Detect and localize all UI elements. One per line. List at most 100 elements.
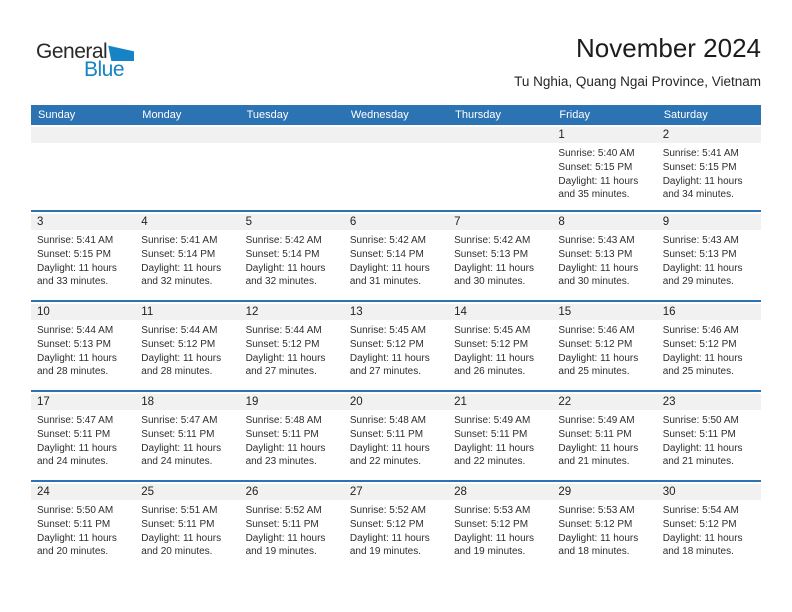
day-number: 7: [448, 214, 553, 230]
day-cell-24: 24 Sunrise: 5:50 AM Sunset: 5:11 PM Dayligh…: [31, 482, 136, 570]
day-cell-empty: [239, 125, 344, 210]
detail-line: and 32 minutes.: [245, 276, 317, 288]
day-details: Sunrise: 5:48 AM Sunset: 5:11 PM Daylight:…: [240, 410, 344, 469]
day-number: 29: [552, 484, 657, 500]
detail-line: Sunset: 5:12 PM: [662, 518, 737, 530]
day-number: 3: [31, 214, 136, 230]
day-number: 1: [552, 127, 657, 143]
detail-line: and 26 minutes.: [454, 366, 526, 378]
detail-line: Daylight: 11 hours: [37, 262, 117, 274]
detail-line: and 19 minutes.: [349, 546, 422, 558]
detail-line: Sunrise: 5:43 AM: [558, 235, 635, 246]
detail-line: Sunset: 5:12 PM: [558, 518, 633, 530]
detail-line: Sunrise: 5:51 AM: [141, 505, 218, 516]
day-number: [135, 127, 240, 143]
day-details: Sunrise: 5:41 AM Sunset: 5:15 PM Daylight:…: [31, 230, 135, 289]
day-number: 11: [135, 304, 240, 320]
day-number: 27: [343, 484, 449, 500]
detail-line: Daylight: 11 hours: [37, 352, 117, 364]
detail-line: and 27 minutes.: [245, 366, 317, 378]
day-cell-17: 17 Sunrise: 5:47 AM Sunset: 5:11 PM Dayligh…: [31, 392, 136, 480]
day-cell-2: 2 Sunrise: 5:41 AM Sunset: 5:15 PM Daylight…: [656, 125, 761, 210]
detail-line: Daylight: 11 hours: [37, 532, 117, 544]
detail-line: and 28 minutes.: [37, 366, 109, 378]
detail-line: Daylight: 11 hours: [454, 442, 534, 454]
day-cell-10: 10 Sunrise: 5:44 AM Sunset: 5:13 PM Dayligh…: [31, 302, 136, 390]
day-number: 26: [239, 484, 344, 500]
day-cell-8: 8 Sunrise: 5:43 AM Sunset: 5:13 PM Daylight…: [552, 212, 657, 300]
day-details: Sunrise: 5:49 AM Sunset: 5:11 PM Daylight:…: [552, 410, 656, 469]
day-number: 22: [552, 394, 657, 410]
detail-line: Daylight: 11 hours: [662, 442, 743, 454]
detail-line: and 18 minutes.: [558, 546, 630, 558]
detail-line: Daylight: 11 hours: [454, 532, 534, 544]
detail-line: Daylight: 11 hours: [558, 262, 639, 274]
week-row: 10 Sunrise: 5:44 AM Sunset: 5:13 PM Dayligh…: [31, 300, 761, 390]
detail-line: Sunrise: 5:45 AM: [349, 325, 426, 336]
general-blue-logo: General Blue: [36, 40, 135, 80]
detail-line: Sunrise: 5:50 AM: [37, 505, 114, 516]
day-details: Sunrise: 5:44 AM Sunset: 5:12 PM Daylight:…: [240, 320, 344, 379]
detail-line: Sunrise: 5:53 AM: [558, 505, 635, 516]
day-number: 4: [135, 214, 240, 230]
day-number: 23: [656, 394, 761, 410]
day-cell-empty: [31, 125, 136, 210]
day-header-sunday: Sunday: [38, 109, 76, 121]
detail-line: Sunset: 5:12 PM: [349, 338, 424, 350]
detail-line: Sunset: 5:12 PM: [662, 338, 737, 350]
detail-line: Sunset: 5:13 PM: [662, 248, 737, 260]
detail-line: Sunset: 5:11 PM: [37, 428, 111, 440]
day-details: Sunrise: 5:41 AM Sunset: 5:15 PM Daylight:…: [657, 143, 761, 202]
detail-line: and 31 minutes.: [349, 276, 422, 288]
detail-line: and 21 minutes.: [558, 456, 630, 468]
detail-line: Daylight: 11 hours: [245, 532, 326, 544]
day-details: Sunrise: 5:47 AM Sunset: 5:11 PM Daylight:…: [135, 410, 239, 469]
day-header-friday: Friday: [559, 109, 590, 121]
detail-line: Daylight: 11 hours: [558, 442, 639, 454]
header-titles: November 2024 Tu Nghia, Quang Ngai Provi…: [514, 33, 761, 89]
detail-line: Sunset: 5:11 PM: [141, 518, 215, 530]
detail-line: Sunset: 5:12 PM: [349, 518, 424, 530]
detail-line: and 19 minutes.: [454, 546, 526, 558]
day-cell-6: 6 Sunrise: 5:42 AM Sunset: 5:14 PM Daylight…: [343, 212, 449, 300]
day-cell-3: 3 Sunrise: 5:41 AM Sunset: 5:15 PM Daylight…: [31, 212, 136, 300]
day-cell-19: 19 Sunrise: 5:48 AM Sunset: 5:11 PM Dayligh…: [239, 392, 344, 480]
day-details: Sunrise: 5:54 AM Sunset: 5:12 PM Daylight:…: [657, 500, 761, 559]
detail-line: Sunset: 5:13 PM: [558, 248, 633, 260]
week-row: 24 Sunrise: 5:50 AM Sunset: 5:11 PM Dayligh…: [31, 480, 761, 570]
detail-line: Sunset: 5:11 PM: [558, 428, 632, 440]
detail-line: Sunrise: 5:48 AM: [349, 415, 426, 426]
day-details: [344, 143, 448, 147]
detail-line: Sunrise: 5:42 AM: [454, 235, 531, 246]
detail-line: Sunrise: 5:49 AM: [454, 415, 531, 426]
day-cell-9: 9 Sunrise: 5:43 AM Sunset: 5:13 PM Daylight…: [656, 212, 761, 300]
detail-line: Sunrise: 5:53 AM: [454, 505, 531, 516]
detail-line: Sunrise: 5:52 AM: [245, 505, 322, 516]
detail-line: Sunrise: 5:41 AM: [662, 148, 739, 159]
detail-line: and 19 minutes.: [245, 546, 317, 558]
logo-text-general: General: [36, 40, 108, 63]
day-cell-13: 13 Sunrise: 5:45 AM Sunset: 5:12 PM Dayligh…: [343, 302, 449, 390]
day-details: Sunrise: 5:41 AM Sunset: 5:14 PM Daylight:…: [135, 230, 239, 289]
day-number: 18: [135, 394, 240, 410]
detail-line: Daylight: 11 hours: [349, 532, 430, 544]
detail-line: Daylight: 11 hours: [141, 532, 222, 544]
detail-line: Sunrise: 5:43 AM: [662, 235, 739, 246]
day-details: Sunrise: 5:42 AM Sunset: 5:14 PM Daylight:…: [344, 230, 448, 289]
detail-line: Sunrise: 5:48 AM: [245, 415, 322, 426]
detail-line: and 24 minutes.: [37, 456, 109, 468]
detail-line: Sunrise: 5:42 AM: [245, 235, 322, 246]
detail-line: Sunrise: 5:47 AM: [37, 415, 114, 426]
day-header-monday: Monday: [142, 109, 182, 121]
detail-line: Sunrise: 5:54 AM: [662, 505, 739, 516]
day-details: Sunrise: 5:51 AM Sunset: 5:11 PM Daylight:…: [135, 500, 239, 559]
day-details: Sunrise: 5:50 AM Sunset: 5:11 PM Daylight:…: [657, 410, 761, 469]
detail-line: Daylight: 11 hours: [141, 352, 222, 364]
day-number: 30: [656, 484, 761, 500]
detail-line: Sunrise: 5:40 AM: [558, 148, 635, 159]
day-cell-28: 28 Sunrise: 5:53 AM Sunset: 5:12 PM Dayligh…: [448, 482, 553, 570]
detail-line: Sunset: 5:12 PM: [454, 518, 529, 530]
detail-line: Sunset: 5:11 PM: [349, 428, 424, 440]
day-cell-7: 7 Sunrise: 5:42 AM Sunset: 5:13 PM Daylight…: [448, 212, 553, 300]
